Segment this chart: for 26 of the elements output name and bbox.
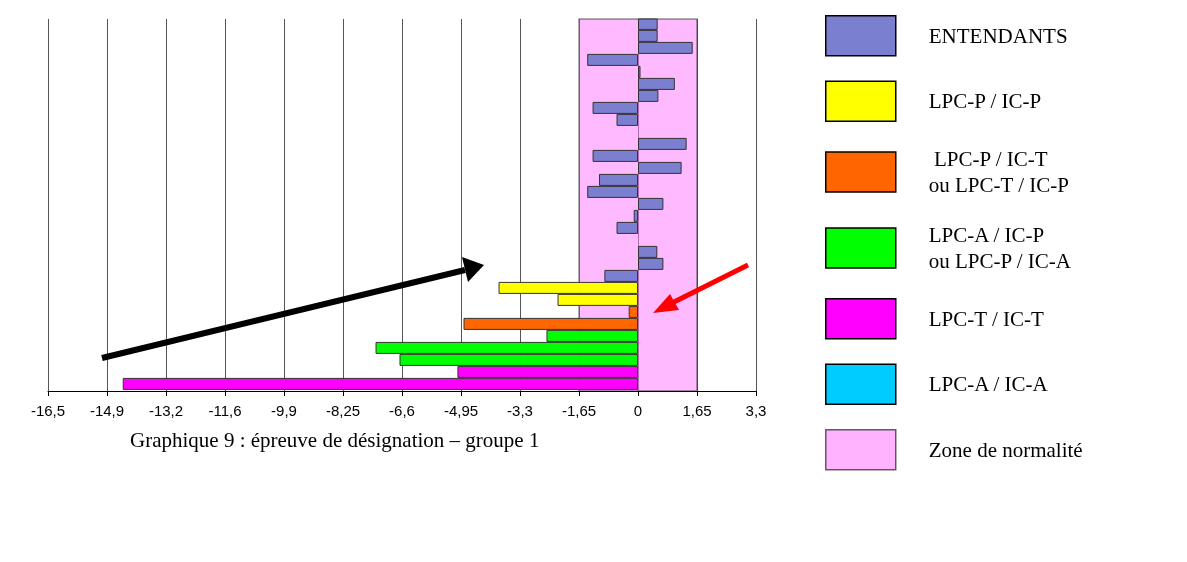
- legend-label: ENTENDANTS: [928, 23, 1068, 48]
- bar: [638, 161, 682, 174]
- bar: [587, 53, 638, 66]
- x-tick-label: -1,65: [561, 402, 597, 419]
- bar: [592, 149, 638, 162]
- x-tick-label: -16,5: [30, 402, 66, 419]
- x-tick-label: 1,65: [682, 402, 712, 419]
- legend-label: LPC-A / IC-A: [928, 372, 1049, 397]
- x-tick-label: -14,9: [89, 402, 125, 419]
- x-tick-label: -9,9: [271, 402, 297, 419]
- legend-label: Zone de normalité: [928, 437, 1083, 462]
- legend-label: LPC-P / IC-T ou LPC-T / IC-P: [928, 147, 1069, 197]
- x-tick-label: 3,3: [745, 402, 767, 419]
- legend-label: LPC-A / IC-P ou LPC-P / IC-A: [928, 223, 1072, 273]
- x-tick-label: 0: [633, 402, 643, 419]
- x-tick-label: -3,3: [507, 402, 533, 419]
- x-tick-label: -4,95: [443, 402, 479, 419]
- x-tick-label: -6,6: [389, 402, 415, 419]
- bar: [638, 197, 664, 210]
- bar: [638, 137, 687, 150]
- x-tick-label: -8,25: [325, 402, 361, 419]
- legend-label: LPC-T / IC-T: [928, 306, 1045, 331]
- legend-label: LPC-P / IC-P: [928, 89, 1042, 114]
- x-tick-label: -11,6: [208, 402, 242, 419]
- x-tick-label: -13,2: [148, 402, 184, 419]
- text: Graphique 9 : épreuve de désignation – groupe 1: [130, 428, 540, 453]
